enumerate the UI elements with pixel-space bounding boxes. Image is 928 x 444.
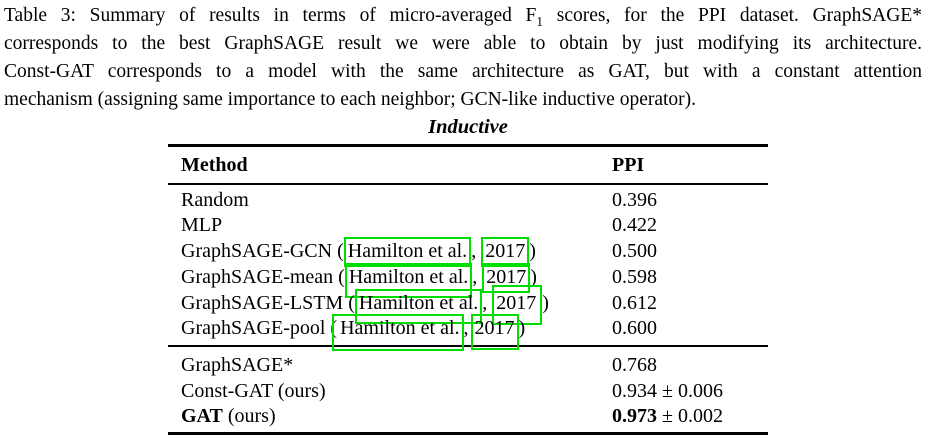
ppi-value-bold: 0.973	[612, 405, 657, 428]
table-section-baselines: Random 0.396 MLP 0.422 GraphSAGE-GCN (Hamilt…	[168, 185, 768, 352]
rule-mid	[168, 345, 768, 347]
citation-link-year[interactable]: 2017	[481, 237, 530, 268]
method-cell: Const-GAT (ours)	[181, 379, 326, 402]
table-row: Const-GAT (ours) 0.934 ± 0.006	[168, 379, 768, 405]
method-cell: GraphSAGE-GCN (Hamilton et al., 2017)	[168, 237, 612, 268]
ppi-value-cell: 0.598	[612, 265, 657, 288]
citation-link-year[interactable]: 2017	[492, 284, 543, 325]
caption-line-3: Const-GAT corresponds to a model with th…	[4, 61, 922, 82]
ppi-value-cell: 0.396	[612, 188, 657, 211]
caption-line-4: mechanism (assigning same importance to …	[4, 89, 697, 110]
method-name-bold: GAT	[181, 405, 223, 428]
table-caption: Table 3: Summary of results in terms of …	[4, 2, 922, 114]
table-section-ours: GraphSAGE* 0.768 Const-GAT (ours) 0.934 ± 0…	[168, 347, 768, 432]
ppi-value-cell: 0.612	[612, 291, 657, 314]
caption-text: scores, for the PPI dataset. GraphSAGE*	[543, 5, 922, 26]
rule-under-header	[168, 183, 768, 185]
citation-link-author[interactable]: Hamilton et al.	[354, 288, 483, 324]
ppi-value-cell: 0.422	[612, 214, 657, 237]
caption-line-2: corresponds to the best GraphSAGE result…	[4, 33, 922, 54]
table-row: GraphSAGE-pool (Hamilton et al., 2017) 0.…	[168, 314, 768, 352]
ppi-value-cell: 0.973 ± 0.002	[612, 405, 723, 428]
ppi-value-cell: 0.934 ± 0.006	[612, 379, 723, 402]
ppi-value-cell: 0.600	[612, 317, 657, 340]
f1-subscript: 1	[536, 13, 544, 29]
column-header-method: Method	[181, 153, 248, 176]
citation-link-year[interactable]: 2017	[470, 314, 519, 351]
method-cell: Random	[181, 188, 249, 211]
caption-text: Table 3: Summary of results in terms of …	[4, 5, 537, 26]
table-row: GraphSAGE-GCN (Hamilton et al., 2017) 0.5…	[168, 237, 768, 268]
table-row: GAT (ours) 0.973 ± 0.002	[168, 404, 768, 430]
method-cell: GAT (ours)	[181, 405, 276, 428]
table-row: MLP 0.422	[168, 213, 768, 239]
method-cell: GraphSAGE-LSTM (Hamilton et al., 2017)	[168, 284, 612, 325]
results-table: Inductive Method PPI Random 0.396 MLP 0.422…	[168, 112, 768, 436]
ppi-value-cell: 0.768	[612, 353, 657, 376]
column-header-ppi: PPI	[612, 153, 645, 176]
method-cell: GraphSAGE*	[181, 353, 294, 376]
method-cell: GraphSAGE-pool (Hamilton et al., 2017)	[168, 314, 612, 352]
table-row: GraphSAGE-LSTM (Hamilton et al., 2017) 0.…	[168, 284, 768, 325]
caption-line-1: Table 3: Summary of results in terms of …	[4, 2, 922, 30]
table-row: GraphSAGE-mean (Hamilton et al., 2017) 0.…	[168, 262, 768, 298]
citation-link-year[interactable]: 2017	[482, 262, 531, 293]
table-row: GraphSAGE* 0.768	[168, 353, 768, 379]
citation-link-author[interactable]: Hamilton et al.	[344, 262, 473, 298]
rule-top	[168, 144, 768, 147]
rule-bottom	[168, 432, 768, 436]
method-cell: MLP	[181, 214, 223, 237]
table-row: Random 0.396	[168, 188, 768, 214]
table-group-title: Inductive	[428, 116, 508, 138]
citation-link-author[interactable]: Hamilton et al.	[332, 314, 464, 352]
ppi-value-cell: 0.500	[612, 240, 657, 263]
method-cell: GraphSAGE-mean (Hamilton et al., 2017)	[168, 262, 612, 298]
citation-link-author[interactable]: Hamilton et al.	[343, 237, 472, 268]
table-header-row: Method PPI	[168, 147, 768, 183]
